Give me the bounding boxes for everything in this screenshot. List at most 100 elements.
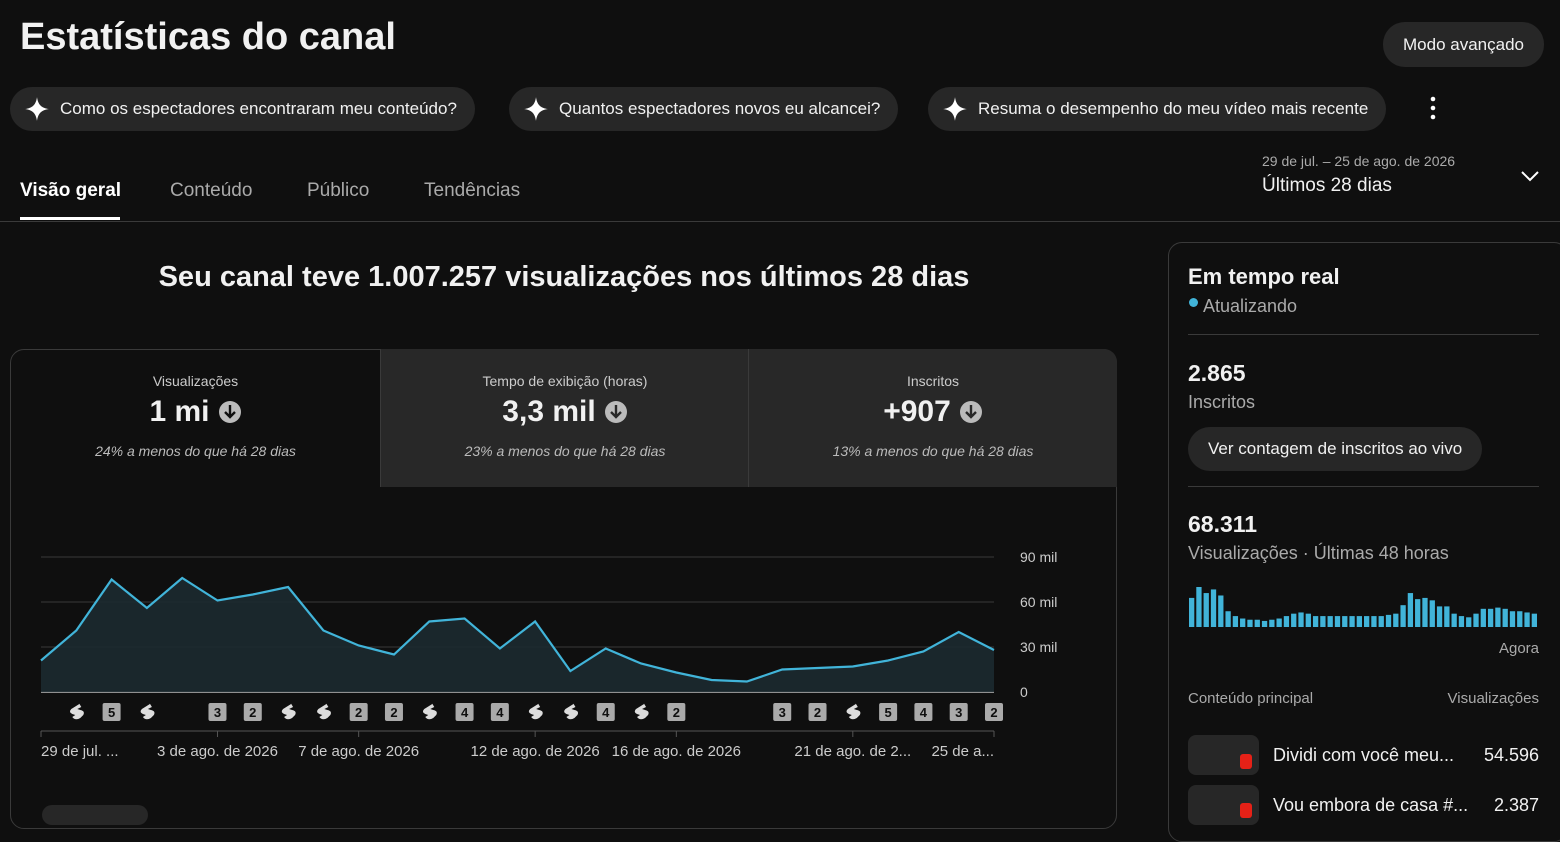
bar xyxy=(1334,616,1341,627)
metric-card[interactable]: Tempo de exibição (horas) 3,3 mil 23% a … xyxy=(380,349,749,487)
bar xyxy=(1210,589,1217,627)
upload-count: 3 xyxy=(779,705,786,720)
bar xyxy=(1247,619,1253,627)
content-views: 54.596 xyxy=(1483,745,1539,765)
bar xyxy=(1291,613,1297,627)
bar xyxy=(1531,613,1537,627)
bar xyxy=(1349,616,1355,627)
advanced-mode-button[interactable]: Modo avançado xyxy=(1383,22,1544,67)
tab[interactable]: Tendências xyxy=(424,180,521,201)
bar xyxy=(1364,616,1370,627)
bar xyxy=(1502,608,1508,627)
upload-badge xyxy=(667,703,686,721)
suggestion-chip[interactable]: Quantos espectadores novos eu alcancei? xyxy=(509,87,899,131)
upload-badge xyxy=(208,703,227,721)
upload-count: 4 xyxy=(602,705,610,720)
divider xyxy=(1188,334,1539,335)
bar xyxy=(1371,616,1377,627)
metric-card[interactable]: Inscritos +907 13% a menos do que há 28 … xyxy=(748,349,1117,487)
tab[interactable]: Conteúdo xyxy=(170,180,253,201)
bar xyxy=(1189,597,1195,627)
realtime-title: Em tempo real xyxy=(1188,264,1340,289)
dropdown-icon[interactable] xyxy=(1519,168,1541,184)
down-arrow-icon xyxy=(959,401,982,423)
shorts-icon xyxy=(422,703,437,720)
top-content-metric: Visualizações xyxy=(1447,690,1539,707)
bar xyxy=(1276,618,1282,627)
content-title[interactable]: Dividi com você meu... xyxy=(1273,745,1455,765)
upload-count: 2 xyxy=(814,705,821,720)
metric-comparison: 13% a menos do que há 28 dias xyxy=(832,443,1034,459)
headline: Seu canal teve 1.007.257 visualizações n… xyxy=(158,261,970,293)
x-axis-label: Agora xyxy=(1499,640,1540,657)
metric-value: 3,3 mil xyxy=(502,395,596,428)
more-menu-icon[interactable] xyxy=(1422,96,1444,120)
views-count: 68.311 xyxy=(1188,511,1258,537)
bar xyxy=(1203,593,1209,627)
y-tick-label: 30 mil xyxy=(1020,639,1057,655)
content-title[interactable]: Vou embora de casa #... xyxy=(1273,795,1469,815)
x-tick-label: 12 de ago. de 2026 xyxy=(470,743,599,760)
upload-count: 3 xyxy=(214,705,221,720)
subscriber-count: 2.865 xyxy=(1188,360,1246,386)
upload-count: 2 xyxy=(390,705,397,720)
suggestion-chip[interactable]: Resuma o desempenho do meu vídeo mais re… xyxy=(928,87,1387,131)
suggestion-chip[interactable]: Como os espectadores encontraram meu con… xyxy=(10,87,475,131)
bar xyxy=(1305,613,1311,627)
upload-badge xyxy=(879,703,898,721)
shorts-badge xyxy=(70,703,84,720)
upload-badge xyxy=(808,703,827,721)
views-label: Visualizações · Últimas 48 horas xyxy=(1188,543,1449,563)
upload-badge xyxy=(985,703,1003,721)
date-period[interactable]: Últimos 28 dias xyxy=(1262,175,1392,196)
bar xyxy=(1517,611,1523,627)
metric-value: 1 mi xyxy=(149,395,210,428)
x-tick-label: 25 de a... xyxy=(931,743,994,760)
subscriber-label: Inscritos xyxy=(1188,392,1256,412)
x-tick-label: 21 de ago. de 2... xyxy=(794,743,911,760)
sparkle-icon xyxy=(25,97,49,121)
bar xyxy=(1269,619,1275,627)
bar xyxy=(1283,616,1290,627)
upload-badge xyxy=(349,703,368,721)
bar xyxy=(1509,611,1516,627)
divider xyxy=(1188,486,1539,487)
bar xyxy=(1393,613,1399,627)
shorts-icon xyxy=(528,703,543,720)
bar xyxy=(1407,593,1414,627)
suggestion-text: Quantos espectadores novos eu alcancei? xyxy=(559,99,881,118)
upload-badge xyxy=(455,703,474,721)
bar xyxy=(1458,616,1465,627)
shorts-badge xyxy=(140,703,155,720)
sparkle-icon xyxy=(524,97,548,121)
metric-card[interactable]: Visualizações 1 mi 24% a menos do que há… xyxy=(11,349,380,487)
metric-value: +907 xyxy=(883,395,951,428)
date-range: 29 de jul. – 25 de ago. de 2026 xyxy=(1262,153,1456,169)
bar xyxy=(1261,620,1268,627)
shorts-badge xyxy=(317,703,331,720)
bar xyxy=(1196,587,1202,627)
down-arrow-icon xyxy=(218,401,241,423)
upload-count: 4 xyxy=(461,705,469,720)
shorts-badge xyxy=(846,703,861,720)
page: { "header": {"title": "Estatísticas do c… xyxy=(0,16,1560,842)
charts: 0 30 mil 60 mil 90 mil 5 3 2 2 2 4 4 4 2 3 2 5 4 3 2 29 de … xyxy=(40,549,1540,760)
shorts-badge xyxy=(564,703,579,720)
bar xyxy=(1254,619,1260,627)
bar xyxy=(1232,616,1239,627)
tab[interactable]: Público xyxy=(307,180,370,201)
upload-count: 4 xyxy=(920,705,928,720)
bar xyxy=(1356,616,1362,627)
shorts-icon xyxy=(634,703,649,720)
bar xyxy=(1473,613,1479,627)
shorts-icon xyxy=(70,703,84,720)
tab-indicator xyxy=(20,217,120,220)
bar xyxy=(1312,616,1319,627)
live-count-button[interactable]: Ver contagem de inscritos ao vivo xyxy=(1188,427,1483,471)
bar xyxy=(1422,597,1428,627)
upload-count: 5 xyxy=(108,705,115,720)
tab[interactable]: Visão geral xyxy=(20,180,122,201)
status-dot xyxy=(1189,298,1198,307)
bar xyxy=(1444,606,1450,627)
sparkle-icon xyxy=(943,97,967,121)
